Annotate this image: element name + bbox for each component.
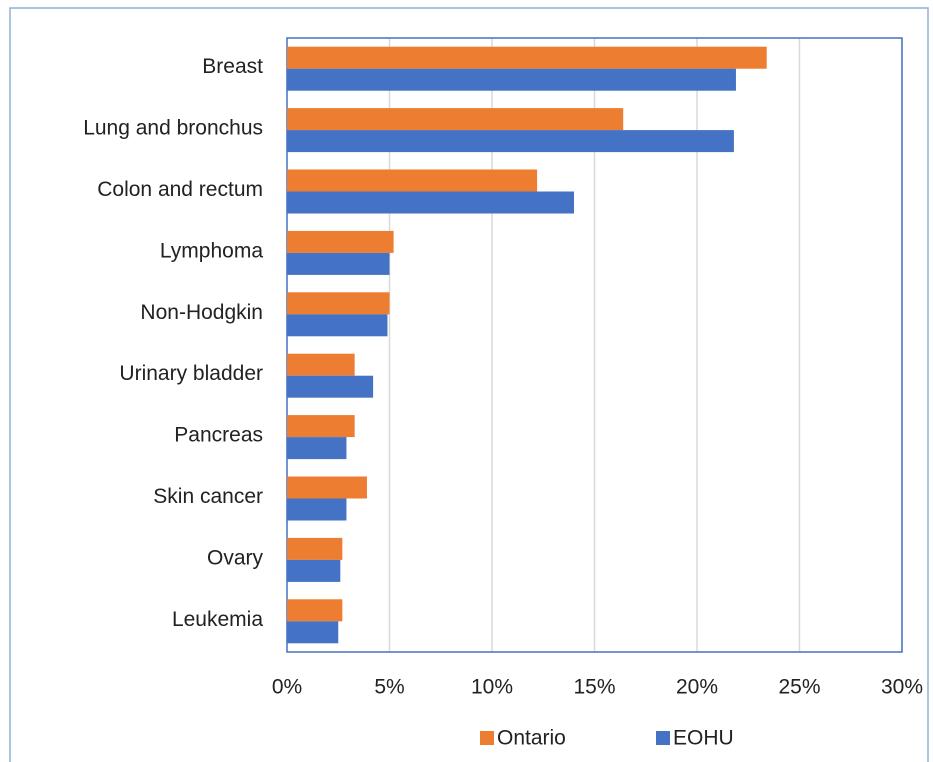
x-tick-label: 0%	[272, 676, 302, 699]
y-tick-label: Lymphoma	[160, 239, 263, 262]
y-tick-label: Colon and rectum	[97, 178, 263, 201]
chart-border	[9, 7, 929, 762]
bar	[287, 498, 347, 521]
x-tick-label: 25%	[778, 676, 820, 699]
bar	[287, 108, 624, 131]
bar	[287, 437, 347, 460]
y-tick-label: Lung and bronchus	[83, 117, 263, 140]
y-tick-label: Ovary	[207, 546, 264, 569]
y-tick-label: Breast	[202, 55, 263, 78]
bar	[287, 476, 367, 499]
y-tick-label: Urinary bladder	[119, 362, 263, 385]
x-tick-label: 30%	[881, 676, 923, 699]
bar	[287, 375, 374, 398]
bar	[287, 68, 736, 91]
bar	[287, 599, 343, 622]
x-tick-label: 5%	[374, 676, 404, 699]
y-tick-label: Leukemia	[172, 608, 263, 631]
bar	[287, 230, 394, 253]
x-tick-label: 10%	[471, 676, 513, 699]
legend-swatch	[656, 731, 670, 745]
legend-swatch	[480, 731, 494, 745]
bar	[287, 353, 355, 376]
legend-label: Ontario	[497, 727, 566, 750]
bar	[287, 169, 538, 192]
y-tick-label: Pancreas	[174, 424, 263, 447]
y-tick-label: Non-Hodgkin	[140, 301, 263, 324]
x-tick-label: 20%	[676, 676, 718, 699]
plot-border	[286, 37, 903, 653]
bar	[287, 537, 343, 560]
bar	[287, 292, 390, 315]
x-tick-label: 15%	[573, 676, 615, 699]
legend-label: EOHU	[673, 727, 734, 750]
bar	[287, 191, 574, 214]
bar	[287, 415, 355, 438]
bar	[287, 252, 390, 275]
bar	[287, 314, 388, 337]
bar	[287, 130, 734, 153]
bar	[287, 559, 341, 582]
bar	[287, 46, 767, 69]
bar	[287, 621, 339, 644]
y-tick-label: Skin cancer	[153, 485, 263, 508]
